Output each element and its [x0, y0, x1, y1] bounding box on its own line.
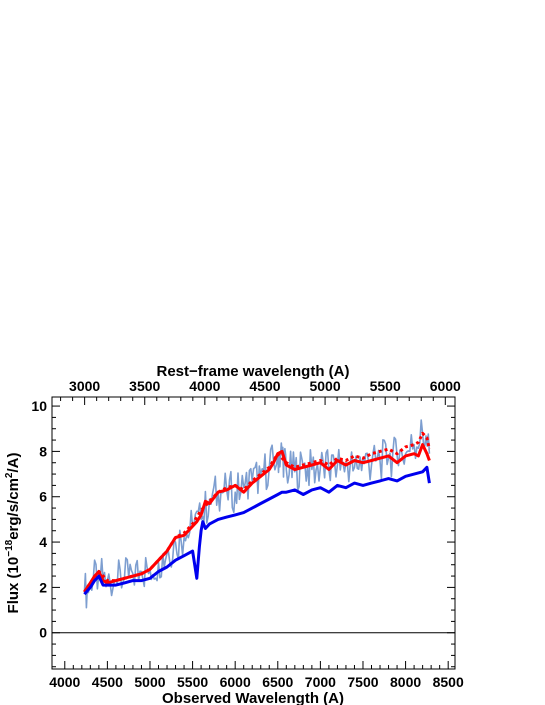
x-tick-label: 7000 — [305, 674, 336, 690]
plot-frame — [51, 396, 456, 670]
x-tick-label: 7500 — [347, 674, 378, 690]
x-tick-label: 5000 — [134, 674, 165, 690]
y-tick-label: 0 — [39, 625, 47, 641]
left-axis-ticks: 0 2 4 6 8 10 — [31, 398, 455, 668]
x-axis-label: Observed Wavelength (A) — [162, 690, 344, 705]
series-line-1 — [83, 443, 431, 593]
top-tick-label: 5500 — [370, 378, 401, 394]
x-tick-label: 5500 — [177, 674, 208, 690]
top-axis-label: Rest−frame wavelength (A) — [157, 363, 350, 380]
top-tick-label: 6000 — [430, 378, 461, 394]
top-tick-label: 4000 — [189, 378, 220, 394]
top-tick-label: 3000 — [69, 378, 100, 394]
y-tick-label: 10 — [31, 398, 47, 414]
series-line-0 — [83, 419, 431, 609]
x-tick-label: 6500 — [262, 674, 293, 690]
top-tick-label: 5000 — [309, 378, 340, 394]
bottom-axis-ticks: 4000 4500 5000 5500 6000 6500 7000 7500 8000 8500 — [49, 661, 464, 690]
y-tick-label: 2 — [39, 579, 47, 595]
top-axis-ticks: 3000 3500 4000 4500 5000 5500 6000 — [60, 378, 461, 405]
x-tick-label: 8500 — [433, 674, 464, 690]
y-tick-label: 8 — [39, 443, 47, 459]
series-line-3 — [83, 465, 431, 596]
x-tick-label: 4500 — [92, 674, 123, 690]
series-line-2 — [83, 431, 431, 593]
x-tick-label: 8000 — [390, 674, 421, 690]
series-layer — [83, 419, 431, 609]
y-axis-label: Flux (10−18erg/s/cm2/A) — [4, 453, 22, 614]
y-tick-label: 6 — [39, 489, 47, 505]
top-tick-label: 3500 — [129, 378, 160, 394]
x-tick-label: 6000 — [220, 674, 251, 690]
x-tick-label: 4000 — [49, 674, 80, 690]
y-tick-label: 4 — [39, 534, 47, 550]
top-tick-label: 4500 — [249, 378, 280, 394]
